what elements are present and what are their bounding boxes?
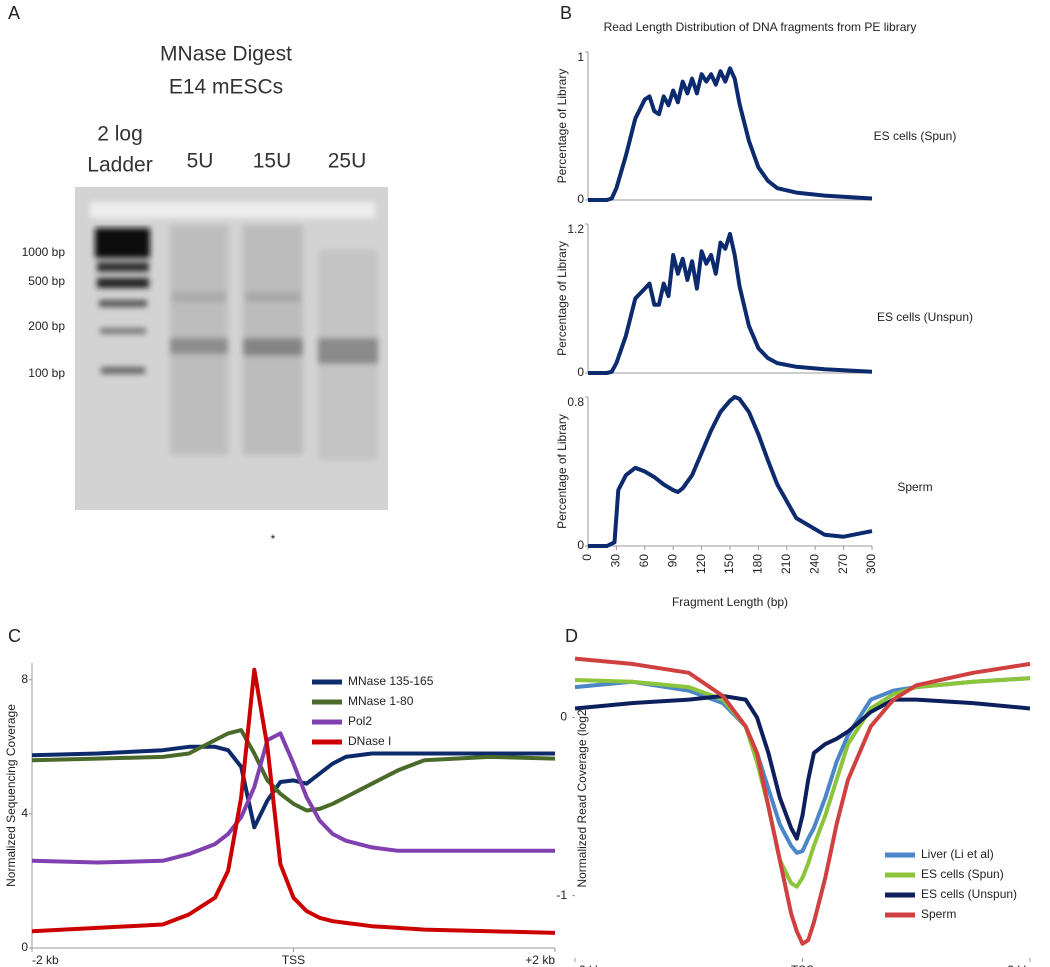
legend-label: MNase 135-165 bbox=[348, 674, 434, 688]
size-label: 1000 bp bbox=[22, 245, 66, 259]
panel-letter: A bbox=[8, 3, 20, 23]
well bbox=[90, 202, 375, 218]
line-series bbox=[31, 731, 555, 865]
size-label: 200 bp bbox=[28, 319, 65, 333]
x-tick-label: +2 kb bbox=[1000, 963, 1030, 967]
series-label: ES cells (Spun) bbox=[874, 129, 957, 143]
legend-label: Pol2 bbox=[348, 714, 372, 728]
panel-letter: D bbox=[565, 626, 578, 646]
y-tick-label: 0 bbox=[577, 365, 584, 379]
y-tick-label: 8 bbox=[21, 672, 28, 686]
band bbox=[101, 367, 145, 374]
line-series bbox=[31, 744, 555, 830]
series-label: ES cells (Unspun) bbox=[877, 310, 973, 324]
x-tick-label: 300 bbox=[864, 554, 878, 574]
band bbox=[243, 338, 303, 356]
lane-label: 15U bbox=[253, 150, 292, 173]
lane-label: 25U bbox=[328, 150, 367, 173]
legend-label: MNase 1-80 bbox=[348, 694, 414, 708]
gel-title: E14 mESCs bbox=[169, 76, 283, 99]
y-axis-label: Percentage of Library bbox=[555, 69, 569, 184]
lane-label: 2 log bbox=[97, 123, 143, 146]
y-axis-label: Normalized Sequencing Coverage bbox=[4, 704, 18, 887]
y-axis-label: Percentage of Library bbox=[555, 414, 569, 529]
y-axis-label: Percentage of Library bbox=[555, 241, 569, 356]
line-series bbox=[31, 667, 556, 935]
line-series bbox=[588, 231, 873, 375]
band bbox=[172, 292, 226, 302]
band bbox=[95, 228, 150, 258]
x-tick-label: 0 bbox=[580, 554, 594, 561]
x-tick-label: 210 bbox=[779, 554, 793, 574]
gel-title: MNase Digest bbox=[160, 43, 292, 66]
band bbox=[170, 338, 228, 354]
line-series bbox=[574, 694, 1031, 841]
size-label: 100 bp bbox=[28, 366, 65, 380]
x-tick-label: TSS bbox=[282, 953, 305, 967]
band bbox=[100, 328, 146, 334]
band bbox=[99, 300, 147, 307]
x-tick-label: 150 bbox=[722, 554, 736, 574]
gel-image bbox=[75, 187, 388, 510]
band bbox=[97, 278, 149, 288]
legend-label: DNase I bbox=[348, 734, 391, 748]
x-axis-label: Fragment Length (bp) bbox=[672, 595, 788, 609]
legend-label: Liver (Li et al) bbox=[921, 847, 994, 861]
chart-title: Read Length Distribution of DNA fragment… bbox=[604, 20, 917, 34]
series-label: Sperm bbox=[897, 480, 932, 494]
y-tick-label: 4 bbox=[21, 806, 28, 820]
bands bbox=[90, 202, 378, 460]
x-tick-label: +2 kb bbox=[525, 953, 555, 967]
y-tick-label: 0 bbox=[21, 940, 28, 954]
band bbox=[97, 262, 149, 272]
lane-label: 5U bbox=[187, 150, 214, 173]
legend-label: Sperm bbox=[921, 907, 956, 921]
size-label: 500 bp bbox=[28, 274, 65, 288]
x-tick-label: 240 bbox=[807, 554, 821, 574]
x-tick-label: 60 bbox=[637, 554, 651, 568]
y-tick-label: 0 bbox=[577, 538, 584, 552]
panel-letter: B bbox=[560, 3, 572, 23]
legend-label: ES cells (Spun) bbox=[921, 867, 1004, 881]
x-tick-label: 90 bbox=[665, 554, 679, 568]
x-tick-label: 120 bbox=[694, 554, 708, 574]
band bbox=[245, 292, 301, 302]
lane-label: Ladder bbox=[87, 154, 152, 177]
x-tick-label: -2 kb bbox=[32, 953, 59, 967]
y-tick-label: 0.8 bbox=[567, 395, 584, 409]
y-tick-label: 1 bbox=[577, 50, 584, 64]
note: * bbox=[271, 532, 276, 546]
y-tick-label: -1 bbox=[556, 888, 567, 902]
y-tick-label: 1.2 bbox=[567, 222, 584, 236]
line-series bbox=[588, 66, 873, 202]
x-tick-label: 30 bbox=[609, 554, 623, 568]
legend-label: ES cells (Unspun) bbox=[921, 887, 1017, 901]
x-tick-label: 270 bbox=[836, 554, 850, 574]
line-series bbox=[31, 728, 556, 813]
panel-letter: C bbox=[8, 626, 21, 646]
line-series bbox=[574, 656, 1031, 946]
x-tick-label: TSS bbox=[791, 963, 814, 967]
y-tick-label: 0 bbox=[560, 710, 567, 724]
line-series bbox=[588, 395, 873, 548]
y-tick-label: 0 bbox=[577, 192, 584, 206]
band bbox=[318, 338, 378, 364]
x-tick-label: -2 kb bbox=[575, 963, 602, 967]
y-axis-label: Normalized Read Coverage (log2) bbox=[575, 705, 589, 887]
x-tick-label: 180 bbox=[751, 554, 765, 574]
